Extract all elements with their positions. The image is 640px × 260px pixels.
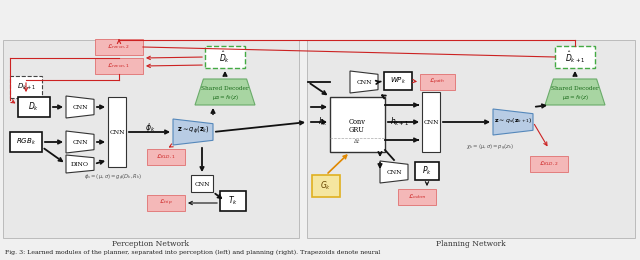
Text: $G_k$: $G_k$ [321,180,332,192]
FancyBboxPatch shape [530,156,568,172]
Text: $D_{k+1}$: $D_{k+1}$ [17,82,35,92]
FancyBboxPatch shape [18,97,50,117]
FancyBboxPatch shape [147,195,185,211]
Polygon shape [545,79,605,105]
Text: CNN: CNN [387,170,402,174]
Text: $\hat{D}_k$: $\hat{D}_k$ [220,49,230,65]
Text: $\mathcal{L}_{trip}$: $\mathcal{L}_{trip}$ [159,198,173,208]
Text: $RGB_k$: $RGB_k$ [16,137,36,147]
FancyBboxPatch shape [95,58,143,74]
Text: CNN: CNN [109,129,125,134]
Text: $\mathcal{L}_{KLD,2}$: $\mathcal{L}_{KLD,2}$ [539,160,559,168]
Text: $\mathbf{z}\sim q_s(\mathbf{z}_{k+1})$: $\mathbf{z}\sim q_s(\mathbf{z}_{k+1})$ [493,115,532,125]
FancyBboxPatch shape [415,162,439,180]
Polygon shape [173,119,213,145]
FancyBboxPatch shape [3,40,299,238]
FancyBboxPatch shape [398,189,436,205]
FancyBboxPatch shape [10,132,42,152]
Text: $h_k$: $h_k$ [318,116,328,128]
Polygon shape [380,161,408,183]
FancyBboxPatch shape [384,72,412,90]
Text: $\mathcal{L}_{recon,1}$: $\mathcal{L}_{recon,1}$ [108,62,131,70]
FancyBboxPatch shape [307,40,635,238]
FancyBboxPatch shape [220,191,246,211]
Polygon shape [350,71,378,93]
Text: $\mathcal{L}_{path}$: $\mathcal{L}_{path}$ [429,77,445,87]
Text: $\Delta t$: $\Delta t$ [353,137,361,145]
Text: $\mathbf{z}\sim q_\phi(\mathbf{z}_k)$: $\mathbf{z}\sim q_\phi(\mathbf{z}_k)$ [177,124,209,136]
Text: Perception Network: Perception Network [113,240,189,248]
Text: GRU: GRU [349,126,365,134]
FancyBboxPatch shape [330,97,385,152]
Text: $WP_k$: $WP_k$ [390,76,406,86]
FancyBboxPatch shape [108,97,126,167]
Polygon shape [66,96,94,118]
Text: Planning Network: Planning Network [436,240,506,248]
Text: Shared Decoder: Shared Decoder [551,86,599,90]
Text: CNN: CNN [72,140,88,145]
Text: $D_k$: $D_k$ [28,101,40,113]
FancyBboxPatch shape [147,149,185,165]
Text: $\chi_k = (\mu,\sigma) = p_\psi(z_k)$: $\chi_k = (\mu,\sigma) = p_\psi(z_k)$ [466,143,515,153]
FancyBboxPatch shape [420,74,455,90]
Text: $\phi_s = (\mu,\sigma) = g_\phi(D_k, R_k)$: $\phi_s = (\mu,\sigma) = g_\phi(D_k, R_k… [84,173,142,183]
Polygon shape [66,131,94,153]
FancyBboxPatch shape [191,175,213,192]
Text: Fig. 3: Learned modules of the planner, separated into perception (left) and pla: Fig. 3: Learned modules of the planner, … [5,250,380,255]
Polygon shape [66,155,94,173]
Polygon shape [195,79,255,105]
Text: Shared Decoder: Shared Decoder [201,86,249,90]
Text: $\hat{D}_{k+1}$: $\hat{D}_{k+1}$ [564,49,585,65]
Text: CNN: CNN [423,120,439,125]
Text: $T_k$: $T_k$ [228,195,238,207]
Text: CNN: CNN [72,105,88,109]
FancyBboxPatch shape [555,46,595,68]
Text: CNN: CNN [195,181,210,186]
FancyBboxPatch shape [205,46,245,68]
Text: DINO: DINO [71,161,89,166]
Text: $\mathcal{L}_{odom}$: $\mathcal{L}_{odom}$ [408,193,426,202]
FancyBboxPatch shape [95,39,143,55]
Text: $P_k$: $P_k$ [422,165,432,177]
Text: Conv: Conv [349,118,365,126]
Text: $h_{k+1}$: $h_{k+1}$ [390,116,410,128]
Polygon shape [493,109,533,135]
Text: $\mathcal{L}_{KLD,1}$: $\mathcal{L}_{KLD,1}$ [156,153,176,161]
Text: $\mu_\mathcal{D}=f_\theta(z)$: $\mu_\mathcal{D}=f_\theta(z)$ [562,93,588,101]
FancyBboxPatch shape [422,92,440,152]
Text: $\phi_k$: $\phi_k$ [145,120,155,133]
FancyBboxPatch shape [10,76,42,98]
Text: $\mu_\mathcal{D}=f_\theta(z)$: $\mu_\mathcal{D}=f_\theta(z)$ [212,93,238,101]
FancyBboxPatch shape [312,175,340,197]
Text: $\mathcal{L}_{recon,2}$: $\mathcal{L}_{recon,2}$ [108,43,131,51]
Text: CNN: CNN [356,80,372,84]
